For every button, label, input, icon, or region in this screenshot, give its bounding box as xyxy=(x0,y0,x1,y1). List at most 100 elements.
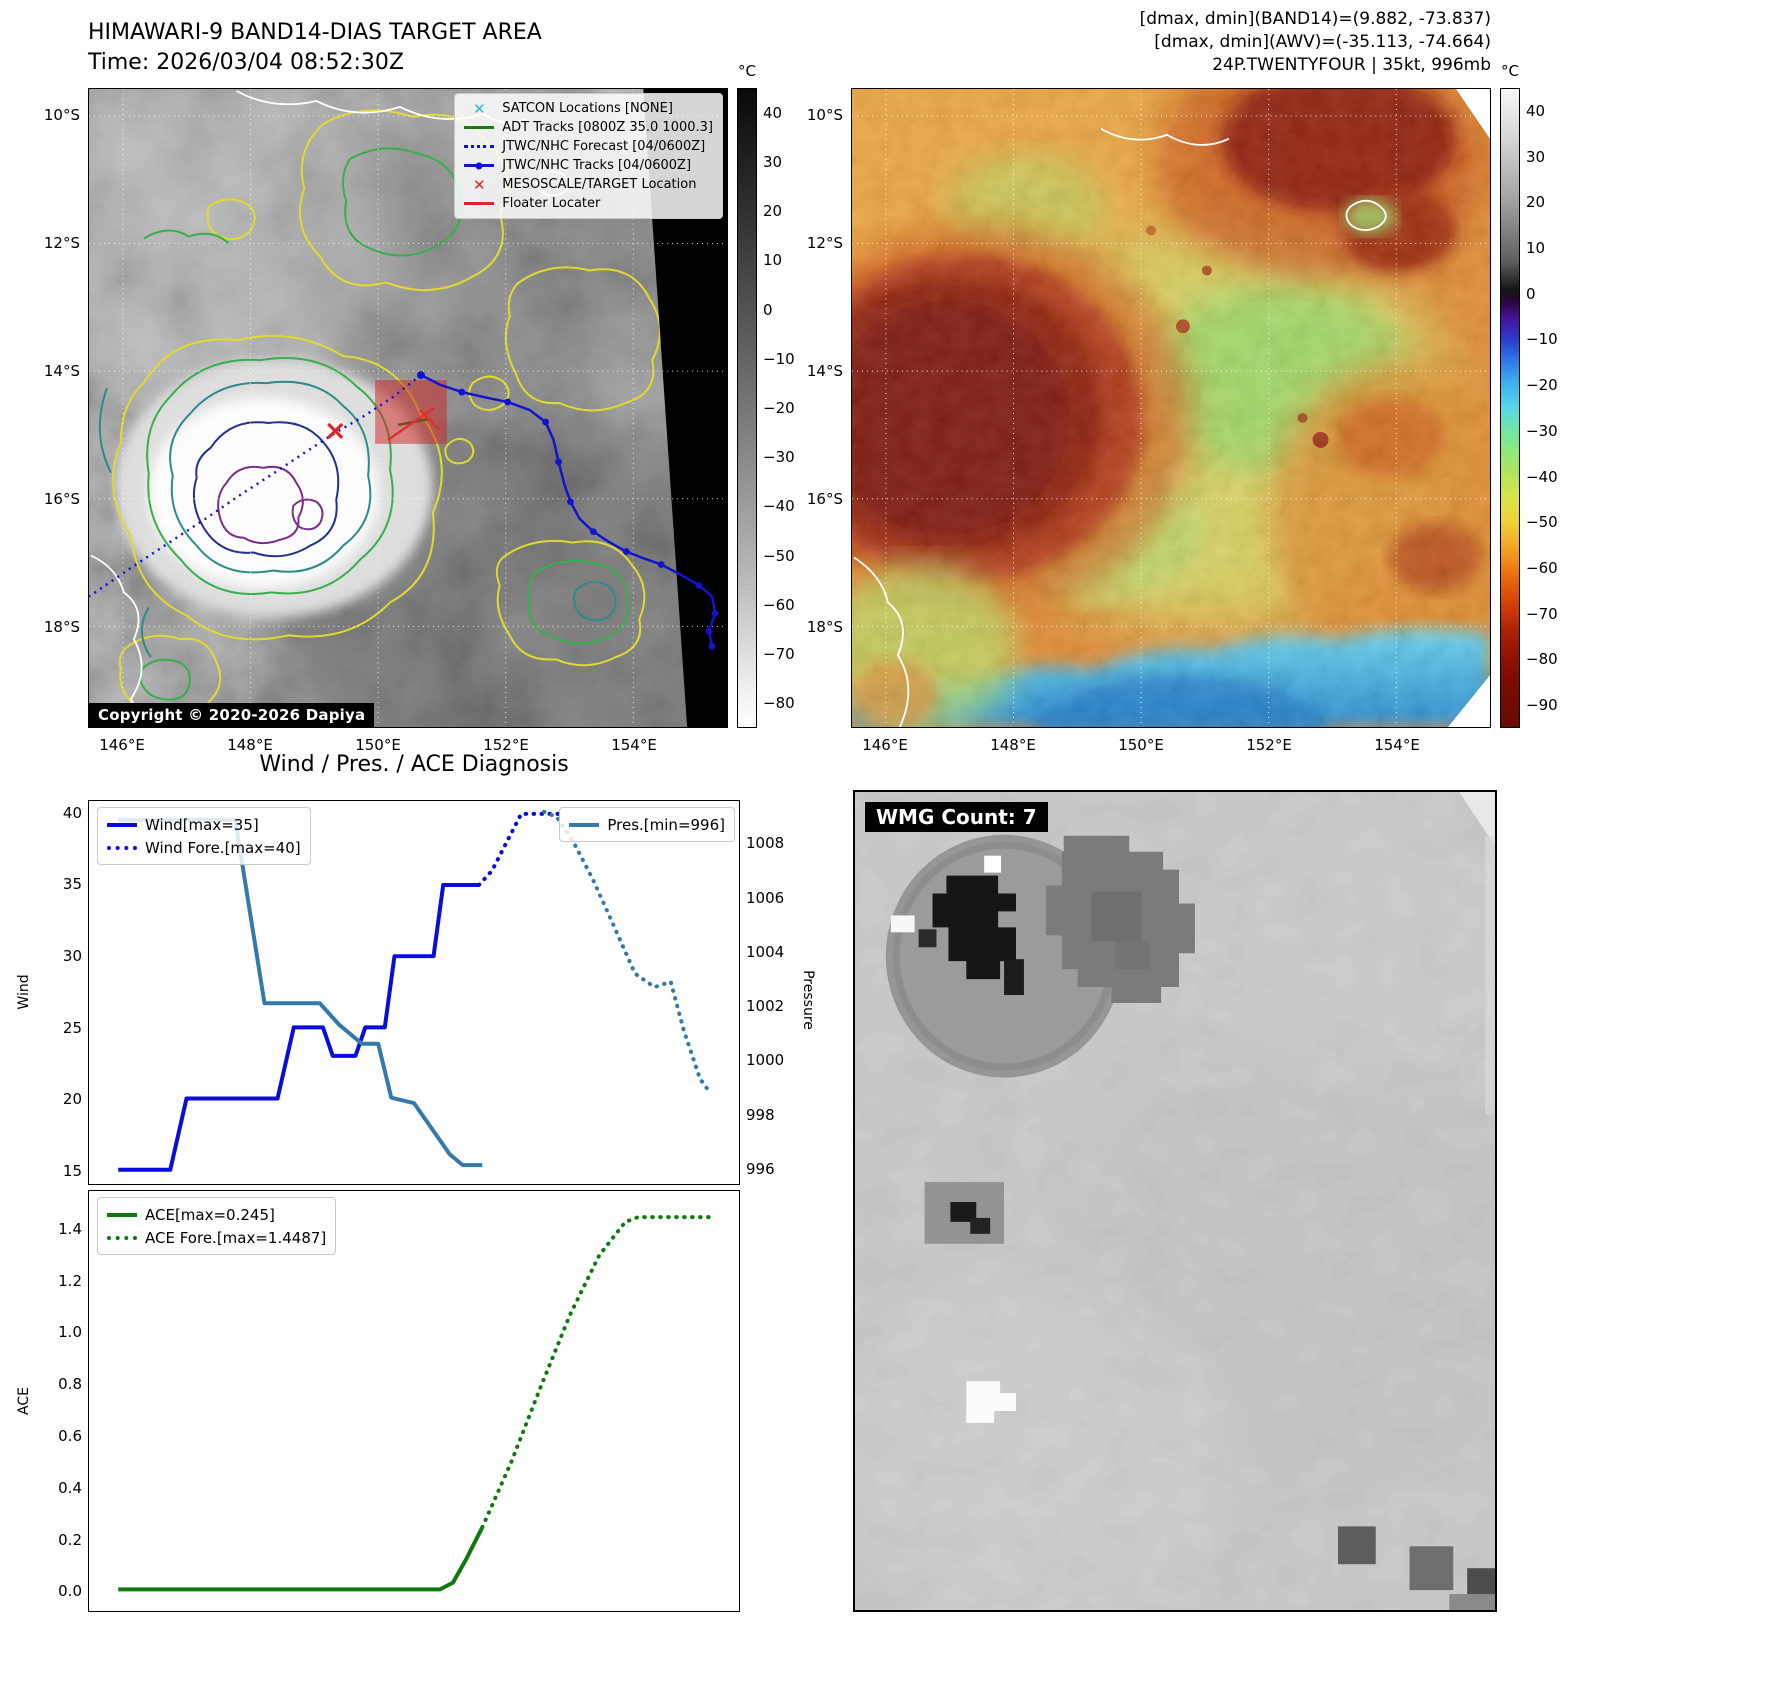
ace-legend-item: ACE[max=0.245] xyxy=(107,1203,326,1226)
mesoscale-x-marker xyxy=(327,422,344,440)
band14-legend: ✕ SATCON Locations [NONE] ADT Tracks [0800… xyxy=(454,93,723,219)
grid-lines xyxy=(852,89,1490,727)
band14-colorbar-tick: 0 xyxy=(763,300,773,319)
floater-line xyxy=(387,406,441,441)
band14-colorbar-tick: 40 xyxy=(763,103,783,122)
jtwc-track-line xyxy=(420,373,717,647)
band14-colorbar-tick: −10 xyxy=(763,349,795,368)
band14-ytick: 12°S xyxy=(43,234,80,252)
dark-pixel-patch xyxy=(1409,1546,1454,1591)
wind-legend-item: Wind Fore.[max=40] xyxy=(107,836,301,859)
legend-label: ACE[max=0.245] xyxy=(145,1205,275,1224)
jtwc-track-points xyxy=(416,371,719,650)
ace-chart: ACE[max=0.245] ACE Fore.[max=1.4487] xyxy=(88,1190,740,1612)
wind-ytick: 20 xyxy=(62,1090,82,1109)
line-icon xyxy=(464,162,495,169)
pressure-ytick: 996 xyxy=(746,1159,775,1178)
awv-colorbar-tick: 30 xyxy=(1526,147,1546,166)
band14-title: HIMAWARI-9 BAND14-DIAS TARGET AREA xyxy=(88,20,542,45)
series-wind-max-35 xyxy=(118,882,480,1172)
ace-ytick: 0.0 xyxy=(58,1582,82,1601)
wind-ytick: 30 xyxy=(62,947,82,965)
white-blob xyxy=(966,1381,1016,1423)
dotted-line-icon xyxy=(464,145,495,148)
awv-colorbar-tick: 40 xyxy=(1526,101,1546,120)
scan-edge xyxy=(643,89,727,727)
line-icon xyxy=(107,1212,137,1217)
band14-colorbar-unit: °C xyxy=(738,62,756,80)
band14-ytick: 10°S xyxy=(43,106,80,124)
x-marker-icon: ✕ xyxy=(472,99,486,118)
jtwc-forecast-line xyxy=(89,374,422,598)
series-wind-fore-max-40 xyxy=(477,811,566,887)
band14-colorbar-tick: −70 xyxy=(763,645,795,664)
ace-ytick: 0.4 xyxy=(58,1478,82,1497)
wind-ytick: 40 xyxy=(62,803,82,822)
wind-ytick: 15 xyxy=(62,1161,82,1180)
dotted-line-icon xyxy=(107,845,137,850)
awv-colorbar-tick: −80 xyxy=(1526,650,1558,669)
awv-ytick: 10°S xyxy=(806,106,843,124)
band14-colorbar xyxy=(737,88,757,728)
awv-header-line2: [dmax, dmin](AWV)=(-35.113, -74.664) xyxy=(1154,32,1491,52)
hot-pixel xyxy=(890,915,915,933)
pressure-ytick: 1000 xyxy=(746,1051,785,1070)
awv-colorbar-tick: −10 xyxy=(1526,330,1558,349)
copyright-label: Copyright © 2020-2026 Dapiya xyxy=(89,703,375,727)
band14-legend-item: JTWC/NHC Forecast [04/0600Z] xyxy=(464,137,713,156)
ace-legend-item: ACE Fore.[max=1.4487] xyxy=(107,1226,326,1249)
band14-colorbar-tick: −60 xyxy=(763,595,795,614)
band14-ytick: 14°S xyxy=(43,362,80,380)
ace-ytick: 1.4 xyxy=(58,1219,82,1238)
band14-time-label: Time: 2026/03/04 08:52:30Z xyxy=(88,50,404,75)
wmg-panel: WMG Count: 7 xyxy=(853,790,1497,1612)
pressure-ytick: 1002 xyxy=(746,997,785,1016)
cold-pixel-cluster xyxy=(932,875,1016,980)
ace-plot xyxy=(118,1215,715,1592)
awv-xtick: 152°E xyxy=(1246,736,1292,754)
hot-pixel xyxy=(984,855,1002,873)
wind-axis-label: Wind xyxy=(16,974,32,1010)
wind-pressure-chart: Wind[max=35] Wind Fore.[max=40] Pres.[min… xyxy=(88,800,740,1185)
coastline xyxy=(853,128,1387,727)
ace-ytick: 1.2 xyxy=(58,1271,82,1290)
legend-label: Wind[max=35] xyxy=(145,815,259,834)
legend-label: JTWC/NHC Tracks [04/0600Z] xyxy=(502,158,692,173)
awv-xtick: 154°E xyxy=(1374,736,1420,754)
awv-ytick: 18°S xyxy=(806,618,843,636)
awv-colorbar-tick: −40 xyxy=(1526,467,1558,486)
cold-pixel-cluster xyxy=(950,1201,977,1222)
series-pres-fore xyxy=(542,809,712,1095)
pressure-ytick: 1008 xyxy=(746,834,785,853)
ace-ytick: 0.8 xyxy=(58,1375,82,1394)
band14-colorbar-tick: 10 xyxy=(763,251,783,270)
line-icon xyxy=(107,822,137,827)
wind-legend-item: Wind[max=35] xyxy=(107,813,301,836)
dotted-line-icon xyxy=(107,1235,137,1240)
legend-label: Wind Fore.[max=40] xyxy=(145,838,301,857)
series-ace-max-0-245 xyxy=(118,1526,485,1592)
band14-legend-item: ADT Tracks [0800Z 35.0 1000.3] xyxy=(464,118,713,137)
awv-colorbar-tick: 10 xyxy=(1526,239,1546,257)
temperature-contours xyxy=(98,109,662,722)
storm-cloud-core xyxy=(113,358,433,618)
ace-ytick: 1.0 xyxy=(58,1323,82,1342)
pressure-ytick: 998 xyxy=(746,1105,775,1124)
band14-legend-item: JTWC/NHC Tracks [04/0600Z] xyxy=(464,156,713,175)
legend-label: JTWC/NHC Forecast [04/0600Z] xyxy=(502,139,706,154)
awv-ytick: 12°S xyxy=(806,234,843,252)
band14-ytick: 16°S xyxy=(43,490,80,508)
band14-colorbar-tick: −20 xyxy=(763,399,795,417)
wind-ytick: 25 xyxy=(62,1018,82,1037)
awv-header-line3: 24P.TWENTYFOUR | 35kt, 996mb xyxy=(1212,55,1491,75)
awv-xtick: 150°E xyxy=(1118,736,1164,754)
awv-colorbar-tick: 20 xyxy=(1526,193,1546,212)
awv-colorbar-tick: −30 xyxy=(1526,421,1558,440)
awv-xtick: 146°E xyxy=(862,736,908,754)
target-area-rect xyxy=(375,380,447,444)
band14-legend-item: ✕ SATCON Locations [NONE] xyxy=(464,99,713,118)
awv-colorbar-tick: −60 xyxy=(1526,559,1558,577)
awv-map xyxy=(851,88,1491,728)
band14-colorbar-tick: −30 xyxy=(763,448,795,467)
ace-axis-label: ACE xyxy=(16,1387,32,1415)
